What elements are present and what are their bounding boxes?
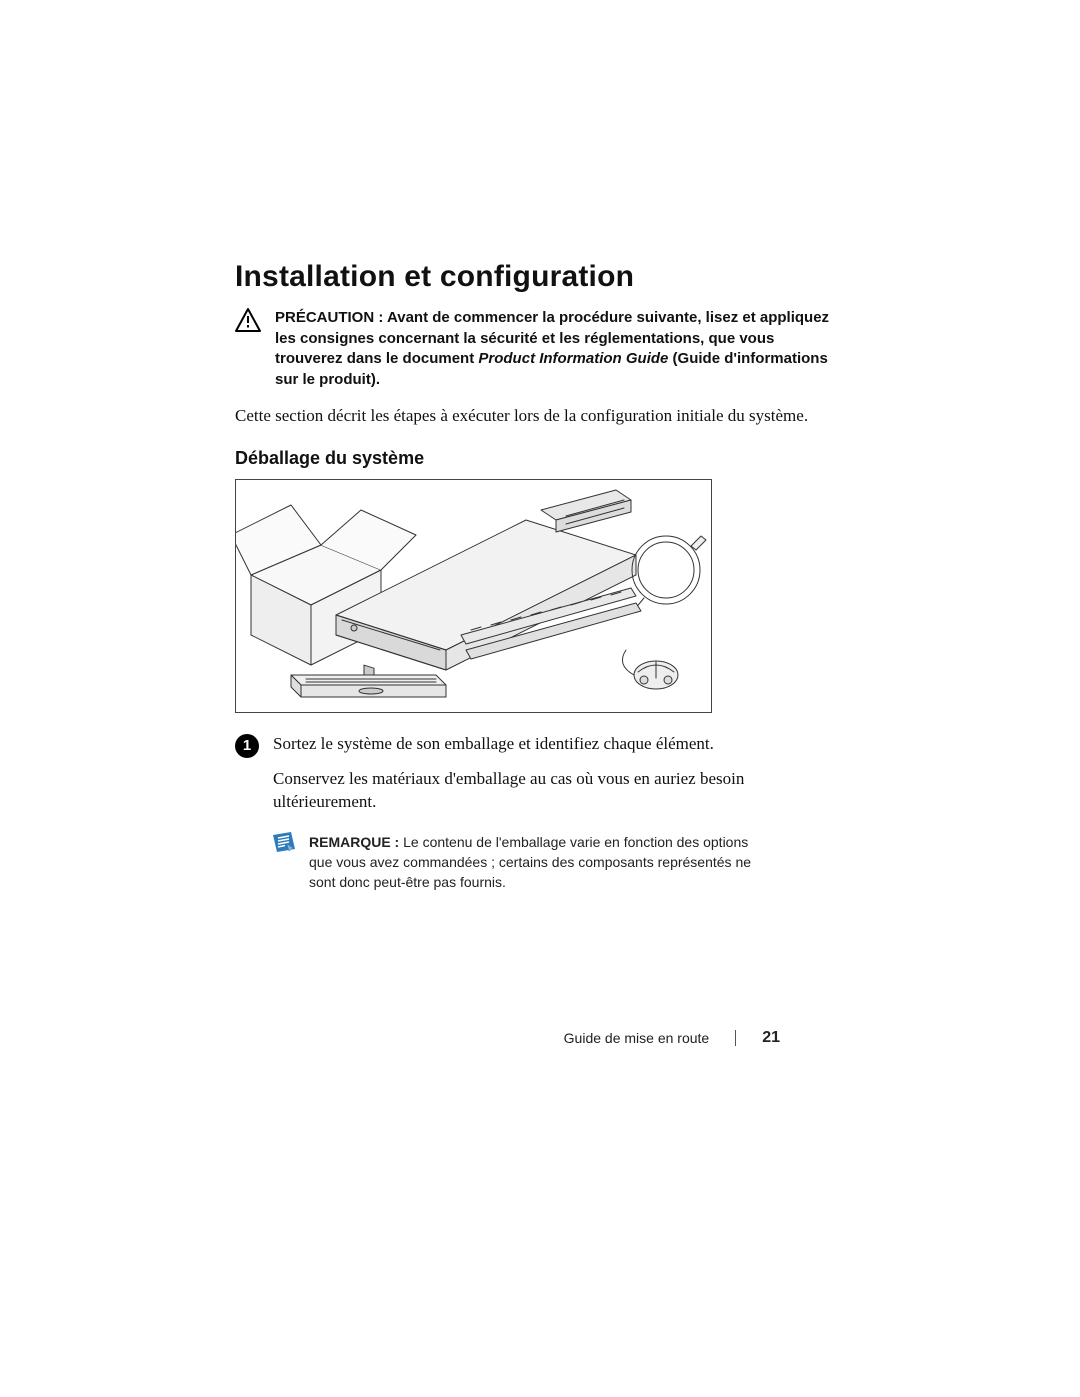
caution-text: PRÉCAUTION : Avant de commencer la procé… xyxy=(275,308,840,391)
document-page: Installation et configuration PRÉCAUTION… xyxy=(0,0,1080,1397)
figure-mouse xyxy=(622,650,678,689)
footer-divider xyxy=(735,1030,736,1046)
subsection-heading: Déballage du système xyxy=(235,448,840,469)
caution-italic: Product Information Guide xyxy=(478,350,668,367)
step-1: 1 Sortez le système de son emballage et … xyxy=(235,733,840,758)
note-label: REMARQUE : xyxy=(309,834,399,850)
footer-doc-title: Guide de mise en route xyxy=(564,1030,710,1046)
note-block: REMARQUE : Le contenu de l'emballage var… xyxy=(273,832,753,893)
figure-bezel xyxy=(291,675,446,697)
warning-triangle-icon xyxy=(235,308,261,332)
unpacking-figure xyxy=(235,479,712,713)
step-1-continuation: Conservez les matériaux d'emballage au c… xyxy=(273,768,840,814)
page-footer: Guide de mise en route 21 xyxy=(0,1029,1080,1047)
note-text: REMARQUE : Le contenu de l'emballage var… xyxy=(309,832,753,893)
section-heading: Installation et configuration xyxy=(235,260,840,294)
figure-power-cord xyxy=(632,536,706,610)
step-number-badge: 1 xyxy=(235,734,259,758)
caution-label: PRÉCAUTION : xyxy=(275,309,383,326)
footer-page-number: 21 xyxy=(762,1029,780,1047)
figure-cable-arm xyxy=(541,490,631,532)
caution-block: PRÉCAUTION : Avant de commencer la procé… xyxy=(235,308,840,391)
note-icon xyxy=(273,832,295,852)
step-1-text: Sortez le système de son emballage et id… xyxy=(273,733,714,756)
intro-paragraph: Cette section décrit les étapes à exécut… xyxy=(235,405,840,428)
